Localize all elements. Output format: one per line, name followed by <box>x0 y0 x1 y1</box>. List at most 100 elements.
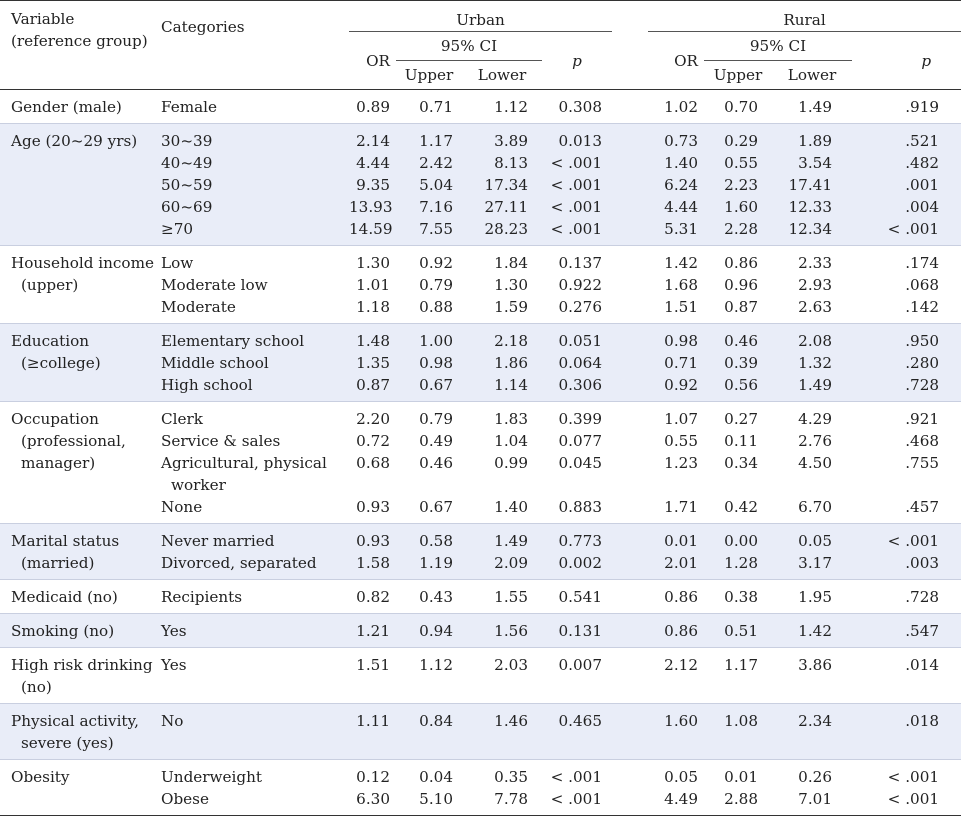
value: 0.05 <box>798 532 832 550</box>
category-label: Agricultural, physical <box>161 454 327 472</box>
value: 0.013 <box>558 132 602 150</box>
urban-upper-header: Upper <box>396 60 462 90</box>
value: 0.11 <box>724 432 758 450</box>
value: 0.55 <box>664 432 698 450</box>
u-lo-cell: 2.18 1.86 1.14 <box>462 323 542 402</box>
rural-group-header: Rural <box>648 0 961 32</box>
u-p-cell: 0.541 <box>542 579 612 614</box>
u-or-cell: 1.51 <box>349 647 396 704</box>
r-lo-cell: 0.05 3.17 <box>772 523 852 580</box>
value: 0.51 <box>724 622 758 640</box>
categories-column-header: Categories <box>159 0 349 90</box>
value: 1.40 <box>494 498 528 516</box>
u-or-cell: 1.21 <box>349 613 396 648</box>
value: 0.306 <box>558 376 602 394</box>
value: 1.23 <box>664 454 698 472</box>
r-up-cell: 0.29 0.55 2.23 1.60 2.28 <box>704 123 772 246</box>
urban-or-header: OR <box>349 31 396 90</box>
value: 1.12 <box>419 656 453 674</box>
value: 0.68 <box>356 454 390 472</box>
value: 1.55 <box>494 588 528 606</box>
value: 0.883 <box>558 498 602 516</box>
value: 1.83 <box>494 410 528 428</box>
category-label: Service & sales <box>161 432 281 450</box>
rural-p-header: p <box>852 31 961 90</box>
variable-cell: Age (20~29 yrs) <box>0 123 159 246</box>
u-up-cell: 0.94 <box>396 613 462 648</box>
rural-lower-header: Lower <box>772 60 852 90</box>
rural-upper-header: Upper <box>704 60 772 90</box>
value: 0.27 <box>724 410 758 428</box>
value: 0.96 <box>724 276 758 294</box>
value: < .001 <box>887 220 940 238</box>
category-label: 40~49 <box>161 154 213 172</box>
r-lo-cell: 1.89 3.54 17.41 12.33 12.34 <box>772 123 852 246</box>
r-or-cell: 0.86 <box>648 613 704 648</box>
r-lo-cell: 1.49 <box>772 90 852 124</box>
u-up-cell: 0.04 5.10 <box>396 759 462 816</box>
variable-column-header: Variable (reference group) <box>0 0 159 90</box>
u-lo-cell: 1.49 2.09 <box>462 523 542 580</box>
r-or-cell: 1.02 <box>648 90 704 124</box>
value: 0.064 <box>558 354 602 372</box>
category-cell: Female <box>159 90 349 124</box>
value: 0.29 <box>724 132 758 150</box>
u-up-cell: 1.12 <box>396 647 462 704</box>
variable-cell: Household income (upper) <box>0 245 159 324</box>
r-lo-cell: 4.29 2.76 4.50 6.70 <box>772 401 852 524</box>
value: 0.773 <box>558 532 602 550</box>
u-up-cell: 1.00 0.98 0.67 <box>396 323 462 402</box>
u-or-cell: 2.20 0.72 0.68 0.93 <box>349 401 396 524</box>
variable-label: Smoking (no) <box>11 622 115 640</box>
value: 6.70 <box>798 498 832 516</box>
value: .482 <box>905 154 940 172</box>
value: 3.54 <box>798 154 832 172</box>
variable-label: Medicaid (no) <box>11 588 118 606</box>
category-label: Middle school <box>161 354 269 372</box>
value: < .001 <box>887 532 940 550</box>
value: .174 <box>905 254 940 272</box>
r-or-cell: 0.05 4.49 <box>648 759 704 816</box>
value: 7.55 <box>419 220 453 238</box>
variable-label: (upper) <box>21 276 79 294</box>
u-or-cell: 0.82 <box>349 579 396 614</box>
u-p-cell: 0.013 < .001 < .001 < .001 < .001 <box>542 123 612 246</box>
variable-cell: Medicaid (no) <box>0 579 159 614</box>
category-label: Obese <box>161 790 209 808</box>
value: 1.49 <box>798 98 832 116</box>
variable-cell: Smoking (no) <box>0 613 159 648</box>
category-cell: 30~39 40~49 50~59 60~69 ≥70 <box>159 123 349 246</box>
value: 2.42 <box>419 154 453 172</box>
value: < .001 <box>550 154 602 172</box>
value: 0.01 <box>664 532 698 550</box>
r-lo-cell: 2.34 <box>772 703 852 760</box>
value: < .001 <box>887 768 940 786</box>
value: 0.00 <box>724 532 758 550</box>
value: 1.01 <box>356 276 390 294</box>
value: 1.56 <box>494 622 528 640</box>
value: 2.14 <box>356 132 390 150</box>
value: 1.30 <box>494 276 528 294</box>
variable-cell: Gender (male) <box>0 90 159 124</box>
urban-p-header: p <box>542 31 612 90</box>
value: 7.01 <box>798 790 832 808</box>
value: 0.89 <box>356 98 390 116</box>
value: 1.02 <box>664 98 698 116</box>
u-lo-cell: 3.89 8.13 17.34 27.11 28.23 <box>462 123 542 246</box>
variable-header-line1: Variable <box>11 10 75 28</box>
r-up-cell: 0.46 0.39 0.56 <box>704 323 772 402</box>
value: 1.95 <box>798 588 832 606</box>
u-or-cell: 0.12 6.30 <box>349 759 396 816</box>
urban-group-header: Urban <box>349 0 612 32</box>
u-p-cell: 0.051 0.064 0.306 <box>542 323 612 402</box>
value: .068 <box>905 276 940 294</box>
table-row: Marital status (married) Never married Divo… <box>0 523 961 580</box>
value: 0.88 <box>419 298 453 316</box>
table-row: Smoking (no) Yes 1.21 0.94 1.56 0.131 0.86 0.51… <box>0 613 961 648</box>
value: 0.01 <box>724 768 758 786</box>
value: 13.93 <box>349 198 393 216</box>
value: .001 <box>905 176 940 194</box>
value: 3.86 <box>798 656 832 674</box>
value: 4.44 <box>356 154 390 172</box>
